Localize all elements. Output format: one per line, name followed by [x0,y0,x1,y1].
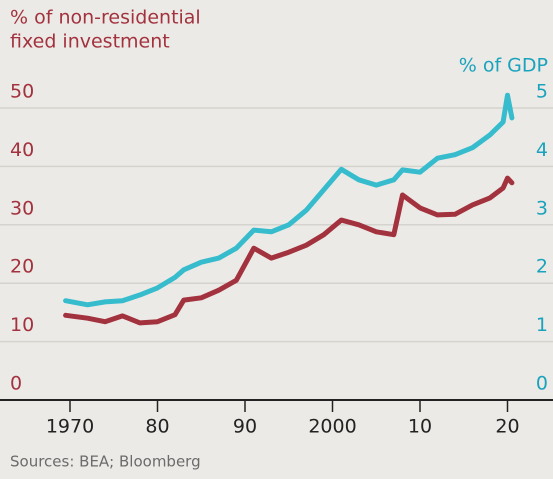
y2-tick-label: 5 [536,81,548,103]
x-tick-label: 80 [145,416,169,438]
y2-tick-label: 0 [536,373,548,395]
y-tick-label: 30 [10,197,34,219]
y2-tick-label: 3 [536,197,548,219]
y-axis-title: % of non-residential [10,7,201,29]
y-axis-title: fixed investment [10,31,170,53]
y2-tick-label: 1 [536,314,548,336]
y-tick-label: 10 [10,314,34,336]
y2-axis-title: % of GDP [459,55,548,77]
y2-tick-label: 4 [536,139,548,161]
y-tick-label: 20 [10,256,34,278]
x-tick-label: 20 [495,416,519,438]
x-tick-label: 10 [408,416,432,438]
y-tick-label: 50 [10,81,34,103]
data-line [63,92,515,308]
data-line [63,175,515,326]
x-tick-label: 2000 [308,416,356,438]
source: Sources: BEA; Bloomberg [10,453,201,471]
y-tick-label: 40 [10,139,34,161]
y2-tick-label: 2 [536,256,548,278]
x-tick-label: 1970 [46,416,94,438]
y-tick-label: 0 [10,373,22,395]
x-tick-label: 90 [233,416,257,438]
